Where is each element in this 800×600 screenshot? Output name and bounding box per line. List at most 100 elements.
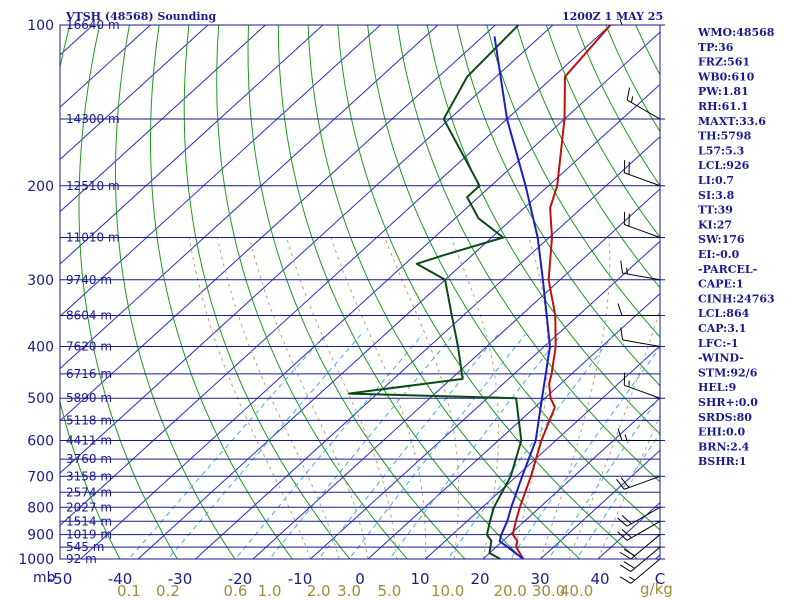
mixing-ratio-label: 1.0	[258, 582, 282, 600]
index-value: EI:-0.0	[698, 248, 740, 261]
wind-barb-half-flag	[619, 18, 623, 26]
index-value: PW:1.81	[698, 85, 749, 98]
wind-barb-flag	[623, 561, 635, 569]
pressure-unit-label: mb	[33, 570, 56, 586]
wind-barb-staff	[624, 384, 661, 399]
mixing-ratio-label: 0.1	[117, 582, 141, 600]
data-series	[347, 25, 612, 559]
mixing-ratio-line	[576, 432, 660, 559]
dry-adiabat-line	[114, 25, 236, 559]
index-value: SW:176	[698, 233, 745, 246]
pressure-tick-label: 200	[27, 179, 54, 195]
temperature-tick-label: 0	[355, 570, 365, 588]
dry-adiabat-line	[183, 25, 351, 559]
isobars	[60, 24, 660, 560]
isotherm-line	[60, 25, 382, 317]
wind-barb-staff	[630, 534, 661, 560]
wind-barb-flag	[626, 87, 631, 101]
height-label: 11010 m	[66, 230, 120, 244]
wind-barb-half-flag	[624, 434, 628, 441]
index-value: KI:27	[698, 218, 732, 231]
wind-barb-flag	[620, 477, 630, 488]
dry-adiabat-line	[216, 25, 409, 559]
height-label: 4411 m	[66, 434, 112, 448]
temperature-tick-label: 20	[470, 570, 489, 588]
dry-adiabat-line	[516, 25, 660, 289]
index-value: EHI:0.0	[698, 426, 745, 439]
index-value: BSHR:1	[698, 455, 747, 468]
mixing-ratio-line	[167, 334, 362, 559]
pressure-tick-label: 300	[27, 273, 54, 289]
index-value: -PARCEL-	[698, 263, 757, 276]
plot-frame	[59, 24, 661, 560]
height-label: 3760 m	[66, 452, 112, 466]
index-value: TH:5798	[698, 130, 752, 143]
height-label: 14300 m	[66, 112, 120, 126]
temperature-tick-label: -50	[48, 570, 73, 588]
mixing-ratio-line	[548, 395, 660, 559]
index-value: LI:0.7	[698, 174, 734, 187]
height-label: 12510 m	[66, 179, 120, 193]
wind-barb-staff	[624, 224, 661, 238]
temperature-profile-line	[511, 25, 612, 559]
mixing-ratio-label: 40.0	[560, 582, 593, 600]
moist-adiabat-line	[216, 237, 340, 559]
height-label: 1514 m	[66, 514, 112, 528]
index-value: MAXT:33.6	[698, 115, 766, 128]
wind-barb-flag	[619, 551, 632, 560]
temperature-tick-label: 10	[410, 570, 429, 588]
index-value: SRDS:80	[698, 411, 752, 424]
index-value: CAP:3.1	[698, 322, 746, 335]
wind-barb-staff	[622, 339, 661, 347]
mixing-ratio-label: 0.2	[156, 582, 180, 600]
pressure-tick-label: 100	[27, 18, 54, 34]
mixing-ratio-line	[447, 334, 614, 559]
index-value: -WIND-	[698, 352, 744, 365]
wind-barb-flag	[619, 576, 632, 584]
isotherm-line	[137, 83, 660, 559]
wind-barb-staff	[624, 475, 661, 490]
index-value: HEL:9	[698, 381, 736, 394]
pressure-tick-label: 1000	[18, 552, 54, 568]
height-label: 1019 m	[66, 528, 112, 542]
parcel-profile-line	[493, 36, 551, 559]
dewpoint-profile-line	[347, 25, 523, 559]
isotherm-line	[60, 25, 612, 527]
mixing-ratio-line	[388, 334, 562, 559]
isotherm-line	[367, 292, 660, 559]
moist-adiabat-line	[384, 237, 460, 559]
index-value: FRZ:561	[698, 56, 750, 69]
index-value: CINH:24763	[698, 292, 775, 305]
mixing-ratio-line	[348, 334, 526, 559]
isotherm-line	[0, 13, 48, 570]
dry-adiabat-line	[247, 25, 466, 559]
temperature-tick-label: C	[655, 570, 665, 588]
mixing-ratio-label: 5.0	[377, 582, 401, 600]
pressure-tick-label: 800	[27, 500, 54, 516]
isotherm-line	[194, 136, 660, 559]
height-label: 3158 m	[66, 469, 112, 483]
wind-barb-flag	[619, 564, 632, 572]
mixing-ratio-label: 0.6	[224, 582, 248, 600]
moist-adiabat-line	[286, 237, 398, 559]
sounding-time: 1200Z 1 MAY 25	[562, 10, 663, 23]
dry-adiabat-line	[456, 25, 660, 387]
height-label: 8604 m	[66, 309, 112, 323]
temperature-tick-label: -10	[288, 570, 313, 588]
wind-barb-half-flag	[629, 576, 635, 581]
wind-barb-flag	[617, 531, 628, 541]
height-label: 2027 m	[66, 500, 112, 514]
wind-barb-flag	[623, 548, 635, 557]
temperature-tick-label: 40	[590, 570, 609, 588]
index-value: STM:92/6	[698, 366, 758, 379]
pressure-tick-label: 900	[27, 528, 54, 544]
dry-adiabat-line	[337, 25, 639, 559]
wind-barb-flag	[621, 529, 632, 539]
isotherm-line	[60, 25, 497, 422]
wind-barb-staff	[622, 272, 661, 281]
dry-adiabat-line	[426, 25, 660, 435]
height-label: 9740 m	[66, 273, 112, 287]
moist-adiabat-line	[540, 237, 611, 559]
wind-barb-flag	[621, 514, 632, 525]
